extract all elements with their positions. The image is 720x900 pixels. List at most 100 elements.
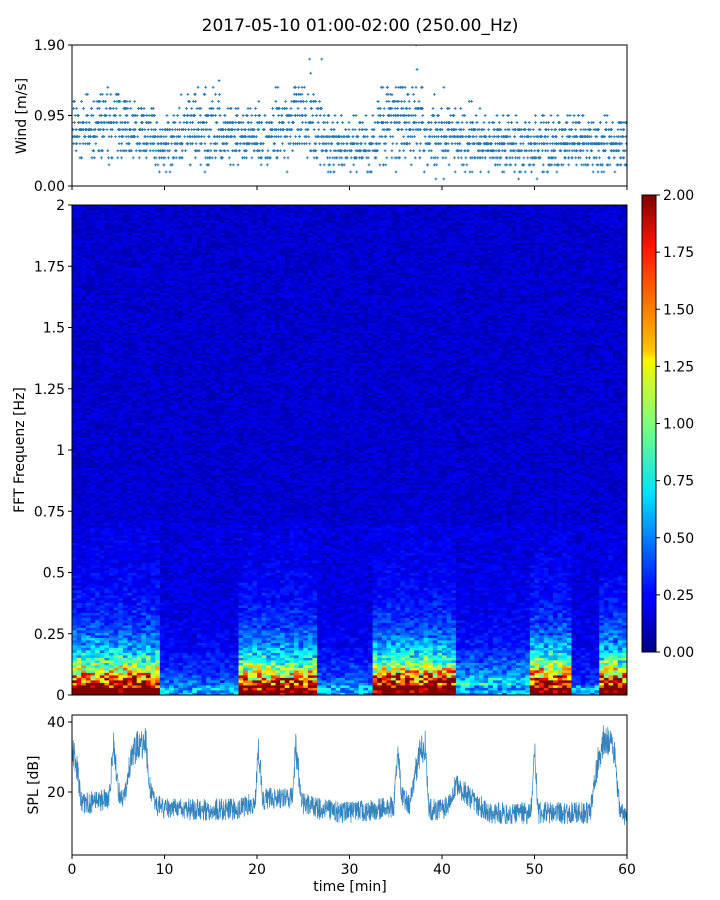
spectrogram-cell	[76, 332, 82, 336]
spectrogram-cell	[95, 437, 101, 441]
wind-point	[282, 156, 286, 160]
spectrogram-cell	[90, 597, 96, 601]
spectrogram-cell	[72, 467, 78, 471]
spectrogram-cell	[95, 650, 101, 653]
wind-point	[126, 121, 130, 124]
spectrogram-cell	[127, 560, 133, 563]
spectrogram-cell	[122, 385, 128, 388]
wind-panel: 0.000.951.90 Wind [m/s]	[14, 38, 628, 195]
spectrogram-cell	[127, 402, 133, 406]
spectrogram-cell	[136, 612, 142, 616]
wind-point	[126, 107, 130, 110]
spectrogram-cell	[81, 522, 87, 526]
spectrogram-cell	[109, 262, 115, 266]
spectrogram-cell	[85, 495, 91, 498]
spectrogram-cell	[95, 435, 101, 438]
spectrogram-cell	[113, 382, 119, 386]
wind-point	[474, 114, 478, 117]
wind-point	[193, 114, 197, 117]
wind-point	[355, 156, 359, 160]
wind-point	[480, 156, 484, 160]
spectrogram-cell	[99, 210, 105, 213]
spectrogram-cell	[122, 427, 128, 431]
spectrogram-cell	[76, 357, 82, 361]
spectrogram-cell	[127, 522, 133, 526]
spectrogram-cell	[127, 677, 133, 681]
spectrogram-cell	[99, 555, 105, 558]
spectrogram-cell	[90, 270, 96, 273]
spectrogram-cell	[95, 280, 101, 283]
wind-point	[312, 156, 316, 160]
spectrogram-cell	[132, 662, 138, 666]
spectrogram-cell	[81, 315, 87, 318]
spectrogram-cell	[99, 455, 105, 458]
spectrogram-cell	[81, 547, 87, 551]
spectrogram-cell	[113, 675, 119, 678]
spectrogram-cell	[104, 625, 110, 628]
spectrogram-cell	[85, 617, 91, 621]
wind-point	[402, 135, 406, 139]
spectrogram-cell	[118, 467, 124, 471]
spectrogram-cell	[99, 510, 105, 513]
spectrogram-cell	[72, 492, 78, 496]
spectrogram-cell	[132, 530, 138, 533]
spectrogram-cell	[127, 480, 133, 483]
spectrogram-cell	[72, 585, 78, 588]
spectrogram-cell	[122, 655, 128, 658]
spectrogram-cell	[136, 630, 142, 633]
spectrogram-cell	[109, 255, 115, 258]
spectrogram-cell	[104, 447, 110, 451]
wind-point	[619, 163, 623, 167]
spectrogram-cell	[90, 300, 96, 303]
spectrogram-cell	[113, 350, 119, 353]
spectrogram-cell	[90, 450, 96, 453]
wind-point	[349, 156, 353, 160]
spectrogram-cell	[99, 542, 105, 546]
spectrogram-cell	[95, 290, 101, 293]
wind-point	[98, 100, 102, 103]
spectrogram-cell	[113, 635, 119, 638]
spectrogram-cell	[76, 247, 82, 251]
spectrogram-cell	[99, 475, 105, 478]
spectrogram-cell	[81, 665, 87, 668]
spectrogram-cell	[118, 412, 124, 416]
wind-point	[351, 135, 355, 139]
spectrogram-cell	[127, 432, 133, 436]
wind-point	[104, 114, 108, 117]
spectrogram-cell	[127, 492, 133, 496]
spectrogram-cell	[118, 562, 124, 566]
wind-point	[165, 114, 169, 117]
spectrogram-cell	[99, 687, 105, 691]
spectrogram-cell	[90, 350, 96, 353]
spectrogram-cell	[90, 595, 96, 598]
spectrogram-cell	[72, 662, 78, 666]
spectrogram-cell	[109, 235, 115, 238]
spectrogram-cell	[109, 520, 115, 523]
spectrogram-cell	[109, 327, 115, 331]
spectrogram-cell	[113, 425, 119, 428]
wind-point	[361, 128, 365, 131]
spectrogram-cell	[122, 227, 128, 231]
spectrogram-cell	[85, 347, 91, 351]
wind-point	[110, 135, 113, 139]
spectrogram-cell	[90, 290, 96, 293]
spectrogram-cell	[90, 310, 96, 313]
wind-point	[326, 121, 329, 124]
spectrogram-cell	[85, 262, 91, 266]
spectrogram-cell	[127, 327, 133, 331]
wind-point	[551, 142, 554, 146]
spectrogram-cell	[104, 215, 110, 218]
spectrogram-cell	[118, 477, 124, 481]
spectrogram-cell	[81, 377, 87, 381]
spectrogram-cell	[104, 240, 110, 243]
spectrogram-cell	[132, 630, 138, 633]
spectrogram-cell	[104, 355, 110, 358]
spectrogram-cell	[104, 372, 110, 376]
spectrogram-cell	[99, 465, 105, 468]
spectrogram-cell	[109, 432, 115, 436]
spectrogram-cell	[95, 345, 101, 348]
spectrogram-cell	[72, 572, 78, 576]
spectrogram-cell	[109, 582, 115, 586]
spectrogram-cell	[95, 657, 101, 661]
spectrogram-cell	[104, 492, 110, 496]
